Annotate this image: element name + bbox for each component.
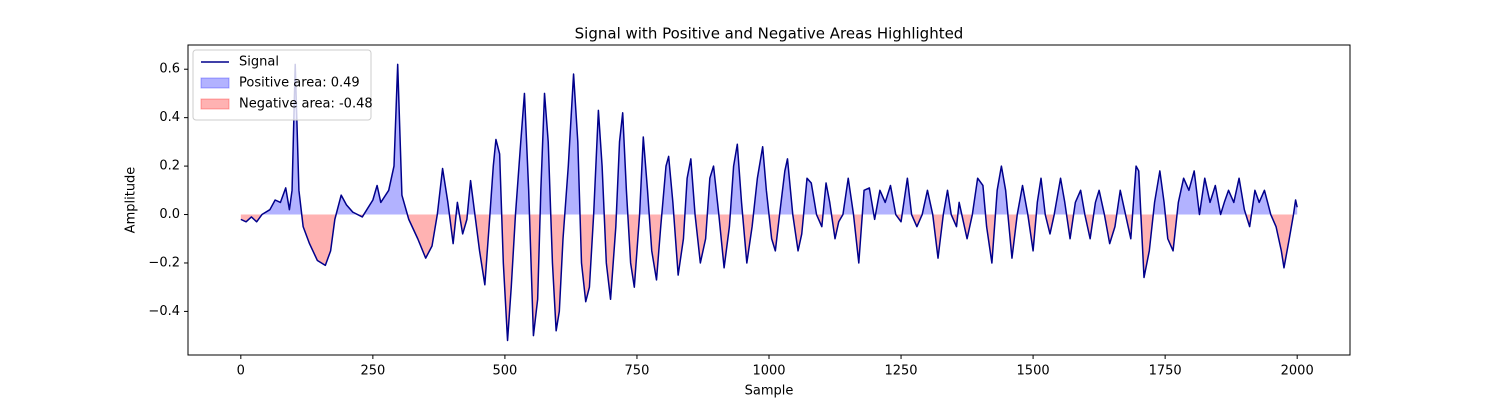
y-tick-label: 0.2	[159, 159, 180, 174]
legend-patch	[200, 98, 230, 110]
x-tick-label: 1500	[1017, 364, 1050, 379]
y-tick-label: 0.6	[159, 62, 180, 77]
x-tick-label: 1000	[752, 364, 785, 379]
y-tick-label: −0.4	[148, 304, 180, 319]
x-tick-label: 0	[237, 364, 245, 379]
legend-label: Negative area: -0.48	[239, 97, 373, 112]
legend-patch	[200, 77, 230, 89]
y-axis-label: Amplitude	[124, 167, 139, 234]
y-tick-label: 0.4	[159, 110, 180, 125]
x-tick-label: 250	[360, 364, 385, 379]
signal-line	[240, 63, 1298, 342]
negative-area	[240, 214, 1298, 341]
legend-label: Positive area: 0.49	[239, 76, 360, 91]
x-axis-label: Sample	[745, 384, 794, 399]
x-tick-label: 1250	[884, 364, 917, 379]
positive-area	[240, 64, 1298, 215]
legend-label: Signal	[239, 55, 279, 70]
x-tick-label: 500	[492, 364, 517, 379]
x-tick-label: 1750	[1149, 364, 1182, 379]
chart-title: Signal with Positive and Negative Areas …	[575, 25, 964, 43]
y-tick-label: −0.2	[148, 255, 180, 270]
x-tick-label: 2000	[1281, 364, 1314, 379]
y-tick-label: 0.0	[159, 207, 180, 222]
legend-box	[192, 49, 372, 121]
x-tick-label: 750	[625, 364, 650, 379]
